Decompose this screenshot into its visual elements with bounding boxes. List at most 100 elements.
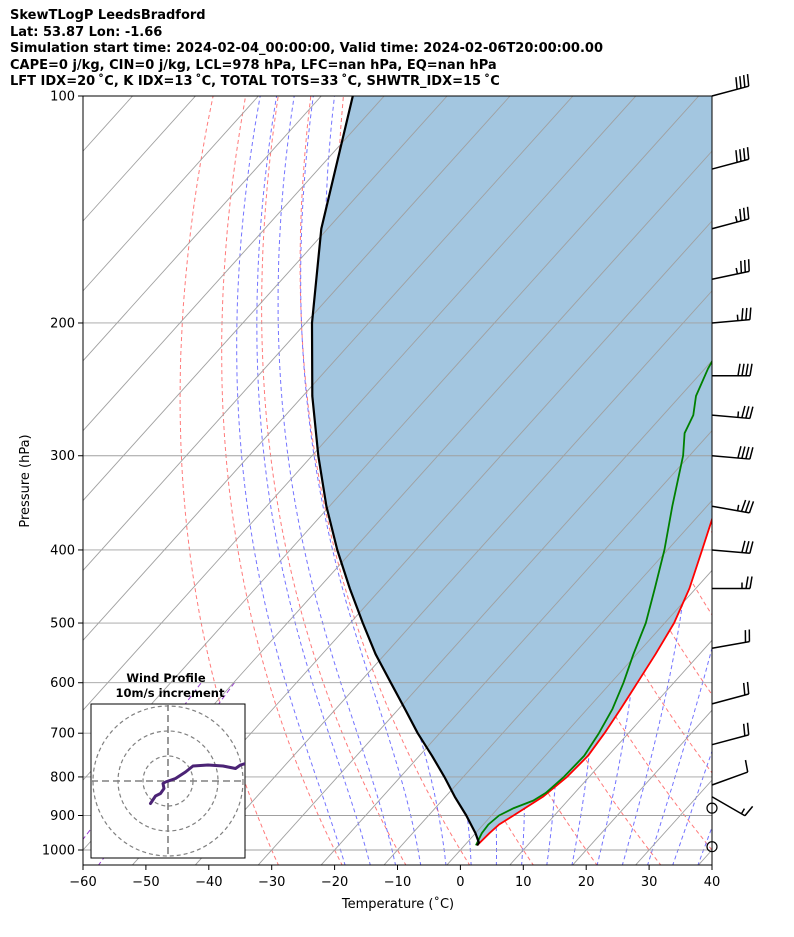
y-tick-label: 900	[50, 809, 75, 824]
y-tick-label: 400	[50, 543, 75, 558]
barb-half-flag	[736, 314, 739, 321]
barb-flag	[746, 147, 750, 160]
barb-flag	[746, 73, 750, 87]
x-tick-label: −40	[195, 875, 222, 890]
dry-adiabat	[734, 96, 794, 866]
barb-flag	[741, 405, 746, 418]
barb-flag	[748, 501, 755, 514]
barb-shaft	[711, 771, 748, 786]
barb-shaft	[711, 796, 746, 817]
x-axis-label: Temperature (˚C)	[341, 896, 454, 912]
y-tick-label: 200	[50, 316, 75, 331]
barb-flag	[739, 76, 742, 89]
barb-flag	[745, 540, 750, 554]
y-tick-label: 1000	[42, 844, 75, 859]
calm-circle	[706, 802, 718, 814]
barb-flag	[742, 682, 746, 696]
barb-flag	[740, 260, 743, 274]
isotherm	[83, 96, 448, 502]
wind-barb	[712, 363, 753, 377]
x-tick-label: 20	[578, 875, 595, 890]
dry-adiabat	[221, 96, 343, 865]
barb-shaft	[711, 693, 749, 705]
hodograph-inset: Wind Profile 10m/s increment	[90, 671, 246, 859]
y-tick-label: 800	[50, 770, 75, 785]
chart-title: SkewTLogP LeedsBradford	[10, 8, 206, 23]
x-tick-label: 40	[704, 875, 721, 890]
y-axis-ticks: 1000 900 800 700 600 500 400 300 200 100	[42, 90, 83, 859]
barb-flag	[749, 576, 753, 589]
x-tick-label: −20	[321, 875, 348, 890]
simulation-times: Simulation start time: 2024-02-04_00:00:…	[10, 41, 603, 56]
barb-flag	[749, 406, 754, 419]
barb-flag	[741, 308, 744, 321]
x-tick-label: 30	[641, 875, 658, 890]
x-axis-ticks: −60 −50 −40 −30 −20 −10 0 10 20 30 40	[69, 865, 720, 890]
barb-flag	[739, 149, 742, 162]
barb-flag	[735, 150, 738, 163]
barb-flag	[742, 207, 746, 221]
wind-barb	[711, 307, 752, 324]
barb-flag	[746, 681, 750, 695]
barb-half-flag	[740, 808, 746, 815]
wind-barb	[711, 759, 749, 786]
isotherm	[446, 569, 712, 865]
barb-flag	[735, 77, 738, 90]
barb-flag	[744, 805, 754, 817]
barb-flag	[744, 759, 749, 773]
barb-flag	[737, 446, 742, 459]
barb-flag	[742, 148, 746, 161]
isotherm	[83, 96, 322, 362]
isotherm	[83, 96, 574, 642]
wind-barb	[711, 796, 754, 817]
barb-shaft	[711, 270, 750, 280]
wind-barb	[711, 681, 750, 705]
moist-adiabat	[723, 96, 794, 866]
y-tick-label: 100	[50, 90, 75, 105]
barb-flag	[749, 447, 754, 460]
barb-flag	[744, 500, 751, 513]
barb-half-flag	[737, 411, 740, 418]
wind-barb	[711, 405, 754, 420]
parcel-line	[310, 96, 480, 847]
hodograph-subtitle: 10m/s increment	[116, 686, 225, 700]
x-tick-label: 0	[456, 875, 464, 890]
stability-parameters: CAPE=0 j/kg, CIN=0 j/kg, LCL=978 hPa, LF…	[10, 57, 497, 73]
cape-cin-shading	[312, 96, 712, 846]
hodograph-trace	[149, 762, 245, 805]
wind-barb	[712, 576, 753, 590]
wind-barb	[711, 446, 754, 460]
wind-barb	[706, 802, 718, 814]
barb-flag	[741, 540, 746, 553]
y-tick-label: 700	[50, 727, 75, 742]
stability-indices: LFT IDX=20 ˚C, K IDX=13 ˚C, TOTAL TOTS=3…	[10, 74, 500, 89]
wind-barb	[711, 499, 755, 514]
y-tick-label: 500	[50, 617, 75, 632]
station-location: Lat: 53.87 Lon: -1.66	[10, 24, 163, 40]
wind-barb	[711, 206, 750, 230]
chart-header: SkewTLogP LeedsBradford Lat: 53.87 Lon: …	[10, 8, 780, 91]
barb-flag	[746, 722, 750, 735]
moist-adiabat	[236, 96, 346, 865]
isotherm	[572, 709, 712, 865]
isotherm	[257, 360, 712, 865]
wind-barb	[711, 147, 750, 170]
barb-flag	[741, 446, 746, 459]
barb-flag	[740, 499, 747, 512]
isotherm	[83, 96, 385, 432]
isotherm	[194, 290, 712, 865]
barb-flag	[743, 259, 747, 273]
barb-flag	[745, 307, 748, 321]
barb-shaft	[711, 158, 749, 170]
x-tick-label: 10	[515, 875, 532, 890]
moist-adiabat	[277, 96, 397, 865]
barb-flag	[749, 307, 752, 320]
y-tick-label: 300	[50, 449, 75, 464]
barb-flag	[741, 363, 745, 376]
wind-barb	[711, 259, 750, 280]
isotherm	[509, 639, 712, 865]
barb-shaft	[711, 414, 750, 420]
wind-barbs	[706, 73, 755, 853]
barb-half-flag	[734, 216, 738, 223]
